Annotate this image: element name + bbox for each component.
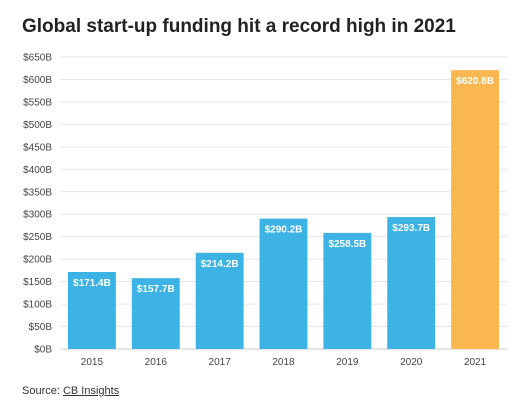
bar <box>259 218 308 349</box>
y-tick-label: $450B <box>23 142 52 153</box>
y-tick-label: $200B <box>23 255 52 266</box>
bar <box>387 217 436 349</box>
y-tick-label: $250B <box>23 232 52 243</box>
x-tick-label: 2017 <box>209 357 232 368</box>
y-tick-label: $500B <box>23 120 52 131</box>
bar <box>323 232 372 349</box>
bar <box>131 278 180 349</box>
y-tick-label: $550B <box>23 97 52 108</box>
bar <box>451 70 500 349</box>
y-tick-label: $350B <box>23 187 52 198</box>
x-tick-label: 2018 <box>272 357 295 368</box>
bar-data-label: $293.7B <box>392 223 430 234</box>
y-tick-label: $150B <box>23 277 52 288</box>
x-tick-label: 2020 <box>400 357 423 368</box>
bar-data-label: $258.5B <box>328 239 366 250</box>
x-tick-label: 2016 <box>145 357 168 368</box>
source-note: Source: CB Insights <box>22 385 119 397</box>
y-tick-label: $600B <box>23 75 52 86</box>
bar-data-label: $620.8B <box>456 76 494 87</box>
y-tick-label: $650B <box>23 53 52 64</box>
chart-title: Global start-up funding hit a record hig… <box>22 16 456 37</box>
bar-data-label: $157.7B <box>137 284 175 295</box>
bar-data-label: $214.2B <box>201 259 239 270</box>
y-tick-label: $400B <box>23 165 52 176</box>
x-tick-label: 2021 <box>464 357 487 368</box>
source-link[interactable]: CB Insights <box>62 385 120 397</box>
y-tick-label: $50B <box>29 322 53 333</box>
x-tick-label: 2015 <box>81 357 104 368</box>
y-tick-label: $300B <box>23 210 52 221</box>
x-tick-label: 2019 <box>336 357 359 368</box>
bar-data-label: $290.2B <box>265 225 303 236</box>
bar-data-label: $171.4B <box>73 278 111 289</box>
y-tick-label: $0B <box>34 345 52 356</box>
bar <box>195 252 244 349</box>
y-tick-label: $100B <box>23 300 52 311</box>
source-prefix: Source: <box>22 385 63 397</box>
bar <box>67 272 116 349</box>
